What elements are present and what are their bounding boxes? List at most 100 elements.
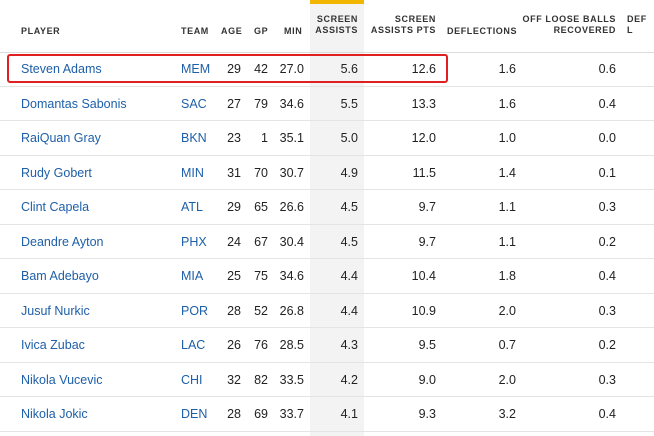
min-value: 30.7 bbox=[279, 165, 304, 180]
team-abbr[interactable]: DEN bbox=[181, 407, 208, 421]
gp-value: 69 bbox=[254, 407, 268, 421]
gp-value: 82 bbox=[254, 372, 268, 387]
team-abbr[interactable]: POR bbox=[181, 303, 209, 318]
off-loose-balls-value: 0.4 bbox=[598, 407, 616, 421]
deflections-value: 1.0 bbox=[498, 131, 516, 145]
header-min[interactable]: MIN bbox=[284, 26, 303, 36]
header-screen-assists[interactable]: SCREEN ASSISTS bbox=[315, 14, 358, 35]
player-name[interactable]: Ivica Zubac bbox=[21, 338, 85, 352]
screen-assists-pts-value: 11.5 bbox=[412, 165, 436, 180]
table-row: Jusuf Nurkic POR 28 52 26.8 4.4 10.9 2.0 0.3 bbox=[0, 294, 654, 328]
gp-value: 1 bbox=[261, 131, 268, 145]
team-abbr[interactable]: BKN bbox=[181, 131, 207, 145]
team-abbr[interactable]: PHX bbox=[181, 234, 207, 249]
screen-assists-pts-value: 9.7 bbox=[418, 200, 436, 214]
player-name[interactable]: Clint Capela bbox=[21, 200, 90, 214]
deflections-value: 1.8 bbox=[498, 269, 516, 283]
off-loose-balls-value: 0.3 bbox=[598, 200, 616, 214]
gp-value: 70 bbox=[254, 165, 268, 180]
screen-assists-value: 5.5 bbox=[340, 96, 358, 111]
screen-assists-value: 4.3 bbox=[340, 338, 358, 352]
min-value: 34.6 bbox=[279, 96, 304, 111]
screen-assists-pts-value: 10.9 bbox=[411, 303, 436, 318]
deflections-value: 2.0 bbox=[498, 372, 516, 387]
screen-assists-value: 4.4 bbox=[340, 303, 358, 318]
min-value: 30.4 bbox=[279, 234, 304, 249]
off-loose-balls-value: 0.3 bbox=[598, 372, 616, 387]
team-abbr[interactable]: LAC bbox=[181, 338, 206, 352]
screen-assists-value: 4.2 bbox=[340, 372, 358, 387]
gp-value: 79 bbox=[254, 96, 268, 111]
min-value: 28.5 bbox=[279, 338, 304, 352]
gp-value: 65 bbox=[254, 200, 268, 214]
player-name[interactable]: Steven Adams bbox=[21, 62, 102, 76]
screen-assists-value: 5.6 bbox=[340, 62, 358, 76]
player-name[interactable]: Bam Adebayo bbox=[21, 269, 99, 283]
off-loose-balls-value: 0.2 bbox=[598, 234, 616, 249]
player-name[interactable]: Jusuf Nurkic bbox=[21, 303, 90, 318]
age-value: 27 bbox=[227, 96, 241, 111]
screen-assists-value: 4.1 bbox=[340, 407, 358, 421]
player-name[interactable]: Deandre Ayton bbox=[21, 234, 104, 249]
player-name[interactable]: Nikola Jokic bbox=[21, 407, 88, 421]
screen-assists-pts-value: 9.0 bbox=[418, 372, 436, 387]
min-value: 35.1 bbox=[279, 131, 304, 145]
off-loose-balls-value: 0.3 bbox=[598, 303, 616, 318]
gp-value: 75 bbox=[254, 269, 268, 283]
header-deflections[interactable]: DEFLECTIONS bbox=[447, 26, 518, 36]
table-row: Domantas Sabonis SAC 27 79 34.6 5.5 13.3 1.6 0.4 bbox=[0, 87, 654, 121]
team-abbr[interactable]: SAC bbox=[181, 96, 207, 111]
age-value: 26 bbox=[227, 338, 241, 352]
age-value: 29 bbox=[227, 62, 241, 76]
deflections-value: 1.4 bbox=[498, 165, 516, 180]
deflections-value: 0.7 bbox=[498, 338, 516, 352]
header-off-loose-balls-recovered[interactable]: OFF LOOSE BALLS RECOVERED bbox=[522, 14, 616, 35]
off-loose-balls-value: 0.0 bbox=[598, 131, 616, 145]
team-abbr[interactable]: CHI bbox=[181, 372, 203, 387]
header-team[interactable]: TEAM bbox=[181, 26, 209, 36]
screen-assists-pts-value: 9.3 bbox=[418, 407, 436, 421]
gp-value: 76 bbox=[254, 338, 268, 352]
deflections-value: 1.1 bbox=[498, 234, 516, 249]
table-row: Nikola Vucevic CHI 32 82 33.5 4.2 9.0 2.0 0.3 bbox=[0, 363, 654, 397]
header-gp[interactable]: GP bbox=[254, 26, 269, 36]
gp-value: 67 bbox=[254, 234, 268, 249]
screen-assists-pts-value: 9.7 bbox=[418, 234, 436, 249]
player-name[interactable]: Nikola Vucevic bbox=[21, 372, 103, 387]
team-abbr[interactable]: MEM bbox=[181, 62, 211, 76]
table-body: Steven Adams MEM 29 42 27.0 5.6 12.6 1.6 0.6 Doma… bbox=[0, 52, 654, 432]
player-name[interactable]: Rudy Gobert bbox=[21, 165, 92, 180]
header-def-loose-balls[interactable]: DEF L bbox=[627, 14, 647, 35]
age-value: 29 bbox=[227, 200, 241, 214]
table-row: Deandre Ayton PHX 24 67 30.4 4.5 9.7 1.1 0.2 bbox=[0, 225, 654, 259]
table-row: RaiQuan Gray BKN 23 1 35.1 5.0 12.0 1.0 0.0 bbox=[0, 121, 654, 156]
off-loose-balls-value: 0.1 bbox=[598, 165, 616, 180]
sorted-column-background bbox=[310, 0, 364, 436]
off-loose-balls-value: 0.4 bbox=[598, 269, 616, 283]
player-name[interactable]: RaiQuan Gray bbox=[21, 131, 101, 145]
screen-assists-value: 4.4 bbox=[340, 269, 358, 283]
header-player[interactable]: PLAYER bbox=[21, 26, 61, 36]
team-abbr[interactable]: ATL bbox=[181, 200, 203, 214]
table-row: Bam Adebayo MIA 25 75 34.6 4.4 10.4 1.8 0.4 bbox=[0, 259, 654, 294]
min-value: 33.5 bbox=[279, 372, 304, 387]
age-value: 28 bbox=[227, 407, 241, 421]
age-value: 24 bbox=[227, 234, 241, 249]
team-abbr[interactable]: MIA bbox=[181, 269, 204, 283]
header-age[interactable]: AGE bbox=[221, 26, 243, 36]
screen-assists-value: 4.5 bbox=[340, 200, 358, 214]
player-name[interactable]: Domantas Sabonis bbox=[21, 96, 127, 111]
deflections-value: 3.2 bbox=[498, 407, 516, 421]
age-value: 31 bbox=[227, 165, 241, 180]
team-abbr[interactable]: MIN bbox=[181, 165, 204, 180]
header-screen-assists-pts[interactable]: SCREEN ASSISTS PTS bbox=[370, 14, 436, 35]
screen-assists-value: 4.5 bbox=[340, 234, 358, 249]
deflections-value: 1.6 bbox=[498, 96, 516, 111]
gp-value: 42 bbox=[254, 62, 268, 76]
age-value: 25 bbox=[227, 269, 241, 283]
min-value: 26.6 bbox=[279, 200, 304, 214]
screen-assists-pts-value: 10.4 bbox=[411, 269, 436, 283]
gp-value: 52 bbox=[254, 303, 268, 318]
table-row: Steven Adams MEM 29 42 27.0 5.6 12.6 1.6 0.6 bbox=[0, 52, 654, 87]
